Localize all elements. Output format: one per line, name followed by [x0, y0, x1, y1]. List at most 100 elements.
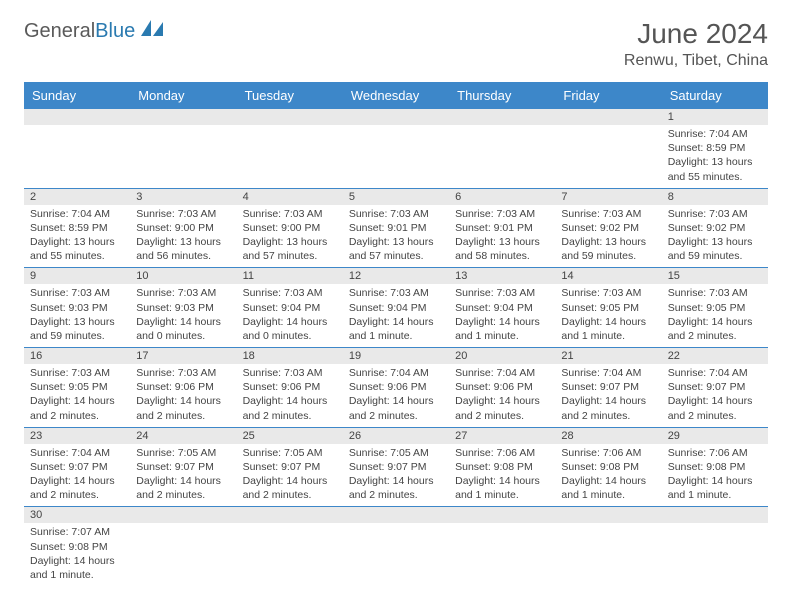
calendar-day-cell: 15Sunrise: 7:03 AMSunset: 9:05 PMDayligh… [662, 268, 768, 348]
month-title: June 2024 [624, 18, 768, 50]
calendar-day-cell: 10Sunrise: 7:03 AMSunset: 9:03 PMDayligh… [130, 268, 236, 348]
sunrise-text: Sunrise: 7:03 AM [561, 207, 655, 221]
calendar-day-cell: 11Sunrise: 7:03 AMSunset: 9:04 PMDayligh… [237, 268, 343, 348]
logo-sail-icon [139, 18, 165, 44]
day-details: Sunrise: 7:05 AMSunset: 9:07 PMDaylight:… [237, 444, 343, 507]
day-number: 6 [449, 189, 555, 205]
day-number [343, 507, 449, 523]
calendar-week-row: 2Sunrise: 7:04 AMSunset: 8:59 PMDaylight… [24, 188, 768, 268]
calendar-week-row: 9Sunrise: 7:03 AMSunset: 9:03 PMDaylight… [24, 268, 768, 348]
day-details: Sunrise: 7:03 AMSunset: 9:04 PMDaylight:… [237, 284, 343, 347]
sunset-text: Sunset: 9:07 PM [136, 460, 230, 474]
sunrise-text: Sunrise: 7:03 AM [455, 207, 549, 221]
sunset-text: Sunset: 9:00 PM [243, 221, 337, 235]
day-number: 5 [343, 189, 449, 205]
day-number [237, 109, 343, 125]
day-details: Sunrise: 7:06 AMSunset: 9:08 PMDaylight:… [662, 444, 768, 507]
calendar-day-cell [343, 507, 449, 586]
weekday-header: Tuesday [237, 82, 343, 109]
day-number [449, 507, 555, 523]
sunrise-text: Sunrise: 7:06 AM [455, 446, 549, 460]
daylight-text: Daylight: 14 hours and 2 minutes. [136, 394, 230, 422]
daylight-text: Daylight: 14 hours and 1 minute. [349, 315, 443, 343]
day-details: Sunrise: 7:06 AMSunset: 9:08 PMDaylight:… [449, 444, 555, 507]
day-details: Sunrise: 7:05 AMSunset: 9:07 PMDaylight:… [130, 444, 236, 507]
sunset-text: Sunset: 9:03 PM [30, 301, 124, 315]
day-details: Sunrise: 7:03 AMSunset: 9:02 PMDaylight:… [555, 205, 661, 268]
calendar-day-cell: 14Sunrise: 7:03 AMSunset: 9:05 PMDayligh… [555, 268, 661, 348]
daylight-text: Daylight: 14 hours and 0 minutes. [243, 315, 337, 343]
daylight-text: Daylight: 14 hours and 0 minutes. [136, 315, 230, 343]
daylight-text: Daylight: 13 hours and 59 minutes. [30, 315, 124, 343]
calendar-day-cell: 12Sunrise: 7:03 AMSunset: 9:04 PMDayligh… [343, 268, 449, 348]
day-number: 19 [343, 348, 449, 364]
day-number: 11 [237, 268, 343, 284]
day-number: 1 [662, 109, 768, 125]
sunrise-text: Sunrise: 7:03 AM [136, 286, 230, 300]
calendar-day-cell: 23Sunrise: 7:04 AMSunset: 9:07 PMDayligh… [24, 427, 130, 507]
day-number [24, 109, 130, 125]
sunrise-text: Sunrise: 7:04 AM [455, 366, 549, 380]
daylight-text: Daylight: 13 hours and 58 minutes. [455, 235, 549, 263]
day-details: Sunrise: 7:03 AMSunset: 9:05 PMDaylight:… [662, 284, 768, 347]
calendar-day-cell: 19Sunrise: 7:04 AMSunset: 9:06 PMDayligh… [343, 348, 449, 428]
calendar-week-row: 16Sunrise: 7:03 AMSunset: 9:05 PMDayligh… [24, 348, 768, 428]
logo-text-general: General [24, 20, 95, 43]
sunset-text: Sunset: 9:06 PM [455, 380, 549, 394]
calendar-day-cell [237, 109, 343, 188]
sunset-text: Sunset: 9:08 PM [561, 460, 655, 474]
day-details: Sunrise: 7:03 AMSunset: 9:00 PMDaylight:… [130, 205, 236, 268]
calendar-day-cell [237, 507, 343, 586]
header: GeneralBlue June 2024 Renwu, Tibet, Chin… [24, 18, 768, 70]
calendar-day-cell [449, 109, 555, 188]
day-details: Sunrise: 7:03 AMSunset: 9:05 PMDaylight:… [555, 284, 661, 347]
sunrise-text: Sunrise: 7:03 AM [243, 366, 337, 380]
day-number: 29 [662, 428, 768, 444]
calendar-day-cell: 30Sunrise: 7:07 AMSunset: 9:08 PMDayligh… [24, 507, 130, 586]
sunrise-text: Sunrise: 7:03 AM [668, 286, 762, 300]
day-details: Sunrise: 7:03 AMSunset: 9:00 PMDaylight:… [237, 205, 343, 268]
day-details: Sunrise: 7:05 AMSunset: 9:07 PMDaylight:… [343, 444, 449, 507]
day-number: 3 [130, 189, 236, 205]
calendar-day-cell: 6Sunrise: 7:03 AMSunset: 9:01 PMDaylight… [449, 188, 555, 268]
daylight-text: Daylight: 14 hours and 2 minutes. [349, 394, 443, 422]
calendar-day-cell [555, 507, 661, 586]
calendar-day-cell: 4Sunrise: 7:03 AMSunset: 9:00 PMDaylight… [237, 188, 343, 268]
calendar-day-cell: 24Sunrise: 7:05 AMSunset: 9:07 PMDayligh… [130, 427, 236, 507]
calendar-day-cell: 13Sunrise: 7:03 AMSunset: 9:04 PMDayligh… [449, 268, 555, 348]
day-details: Sunrise: 7:03 AMSunset: 9:01 PMDaylight:… [449, 205, 555, 268]
weekday-header: Saturday [662, 82, 768, 109]
day-number: 22 [662, 348, 768, 364]
day-number [449, 109, 555, 125]
daylight-text: Daylight: 13 hours and 56 minutes. [136, 235, 230, 263]
calendar-day-cell: 27Sunrise: 7:06 AMSunset: 9:08 PMDayligh… [449, 427, 555, 507]
calendar-table: Sunday Monday Tuesday Wednesday Thursday… [24, 82, 768, 586]
calendar-day-cell [555, 109, 661, 188]
daylight-text: Daylight: 14 hours and 2 minutes. [455, 394, 549, 422]
day-details: Sunrise: 7:03 AMSunset: 9:06 PMDaylight:… [237, 364, 343, 427]
day-details: Sunrise: 7:04 AMSunset: 9:07 PMDaylight:… [24, 444, 130, 507]
sunrise-text: Sunrise: 7:04 AM [349, 366, 443, 380]
day-details: Sunrise: 7:04 AMSunset: 9:06 PMDaylight:… [343, 364, 449, 427]
daylight-text: Daylight: 14 hours and 2 minutes. [30, 474, 124, 502]
day-number: 7 [555, 189, 661, 205]
sunrise-text: Sunrise: 7:04 AM [561, 366, 655, 380]
sunrise-text: Sunrise: 7:04 AM [30, 446, 124, 460]
sunrise-text: Sunrise: 7:05 AM [136, 446, 230, 460]
day-number: 13 [449, 268, 555, 284]
sunrise-text: Sunrise: 7:05 AM [349, 446, 443, 460]
calendar-day-cell: 17Sunrise: 7:03 AMSunset: 9:06 PMDayligh… [130, 348, 236, 428]
sunset-text: Sunset: 9:08 PM [30, 540, 124, 554]
sunrise-text: Sunrise: 7:03 AM [561, 286, 655, 300]
logo-text-blue: Blue [95, 20, 135, 43]
sunset-text: Sunset: 9:07 PM [30, 460, 124, 474]
day-details: Sunrise: 7:03 AMSunset: 9:05 PMDaylight:… [24, 364, 130, 427]
sunset-text: Sunset: 9:05 PM [561, 301, 655, 315]
location: Renwu, Tibet, China [624, 52, 768, 70]
sunrise-text: Sunrise: 7:03 AM [455, 286, 549, 300]
daylight-text: Daylight: 14 hours and 2 minutes. [561, 394, 655, 422]
sunset-text: Sunset: 9:08 PM [668, 460, 762, 474]
calendar-day-cell: 1Sunrise: 7:04 AMSunset: 8:59 PMDaylight… [662, 109, 768, 188]
daylight-text: Daylight: 13 hours and 59 minutes. [561, 235, 655, 263]
calendar-day-cell: 18Sunrise: 7:03 AMSunset: 9:06 PMDayligh… [237, 348, 343, 428]
